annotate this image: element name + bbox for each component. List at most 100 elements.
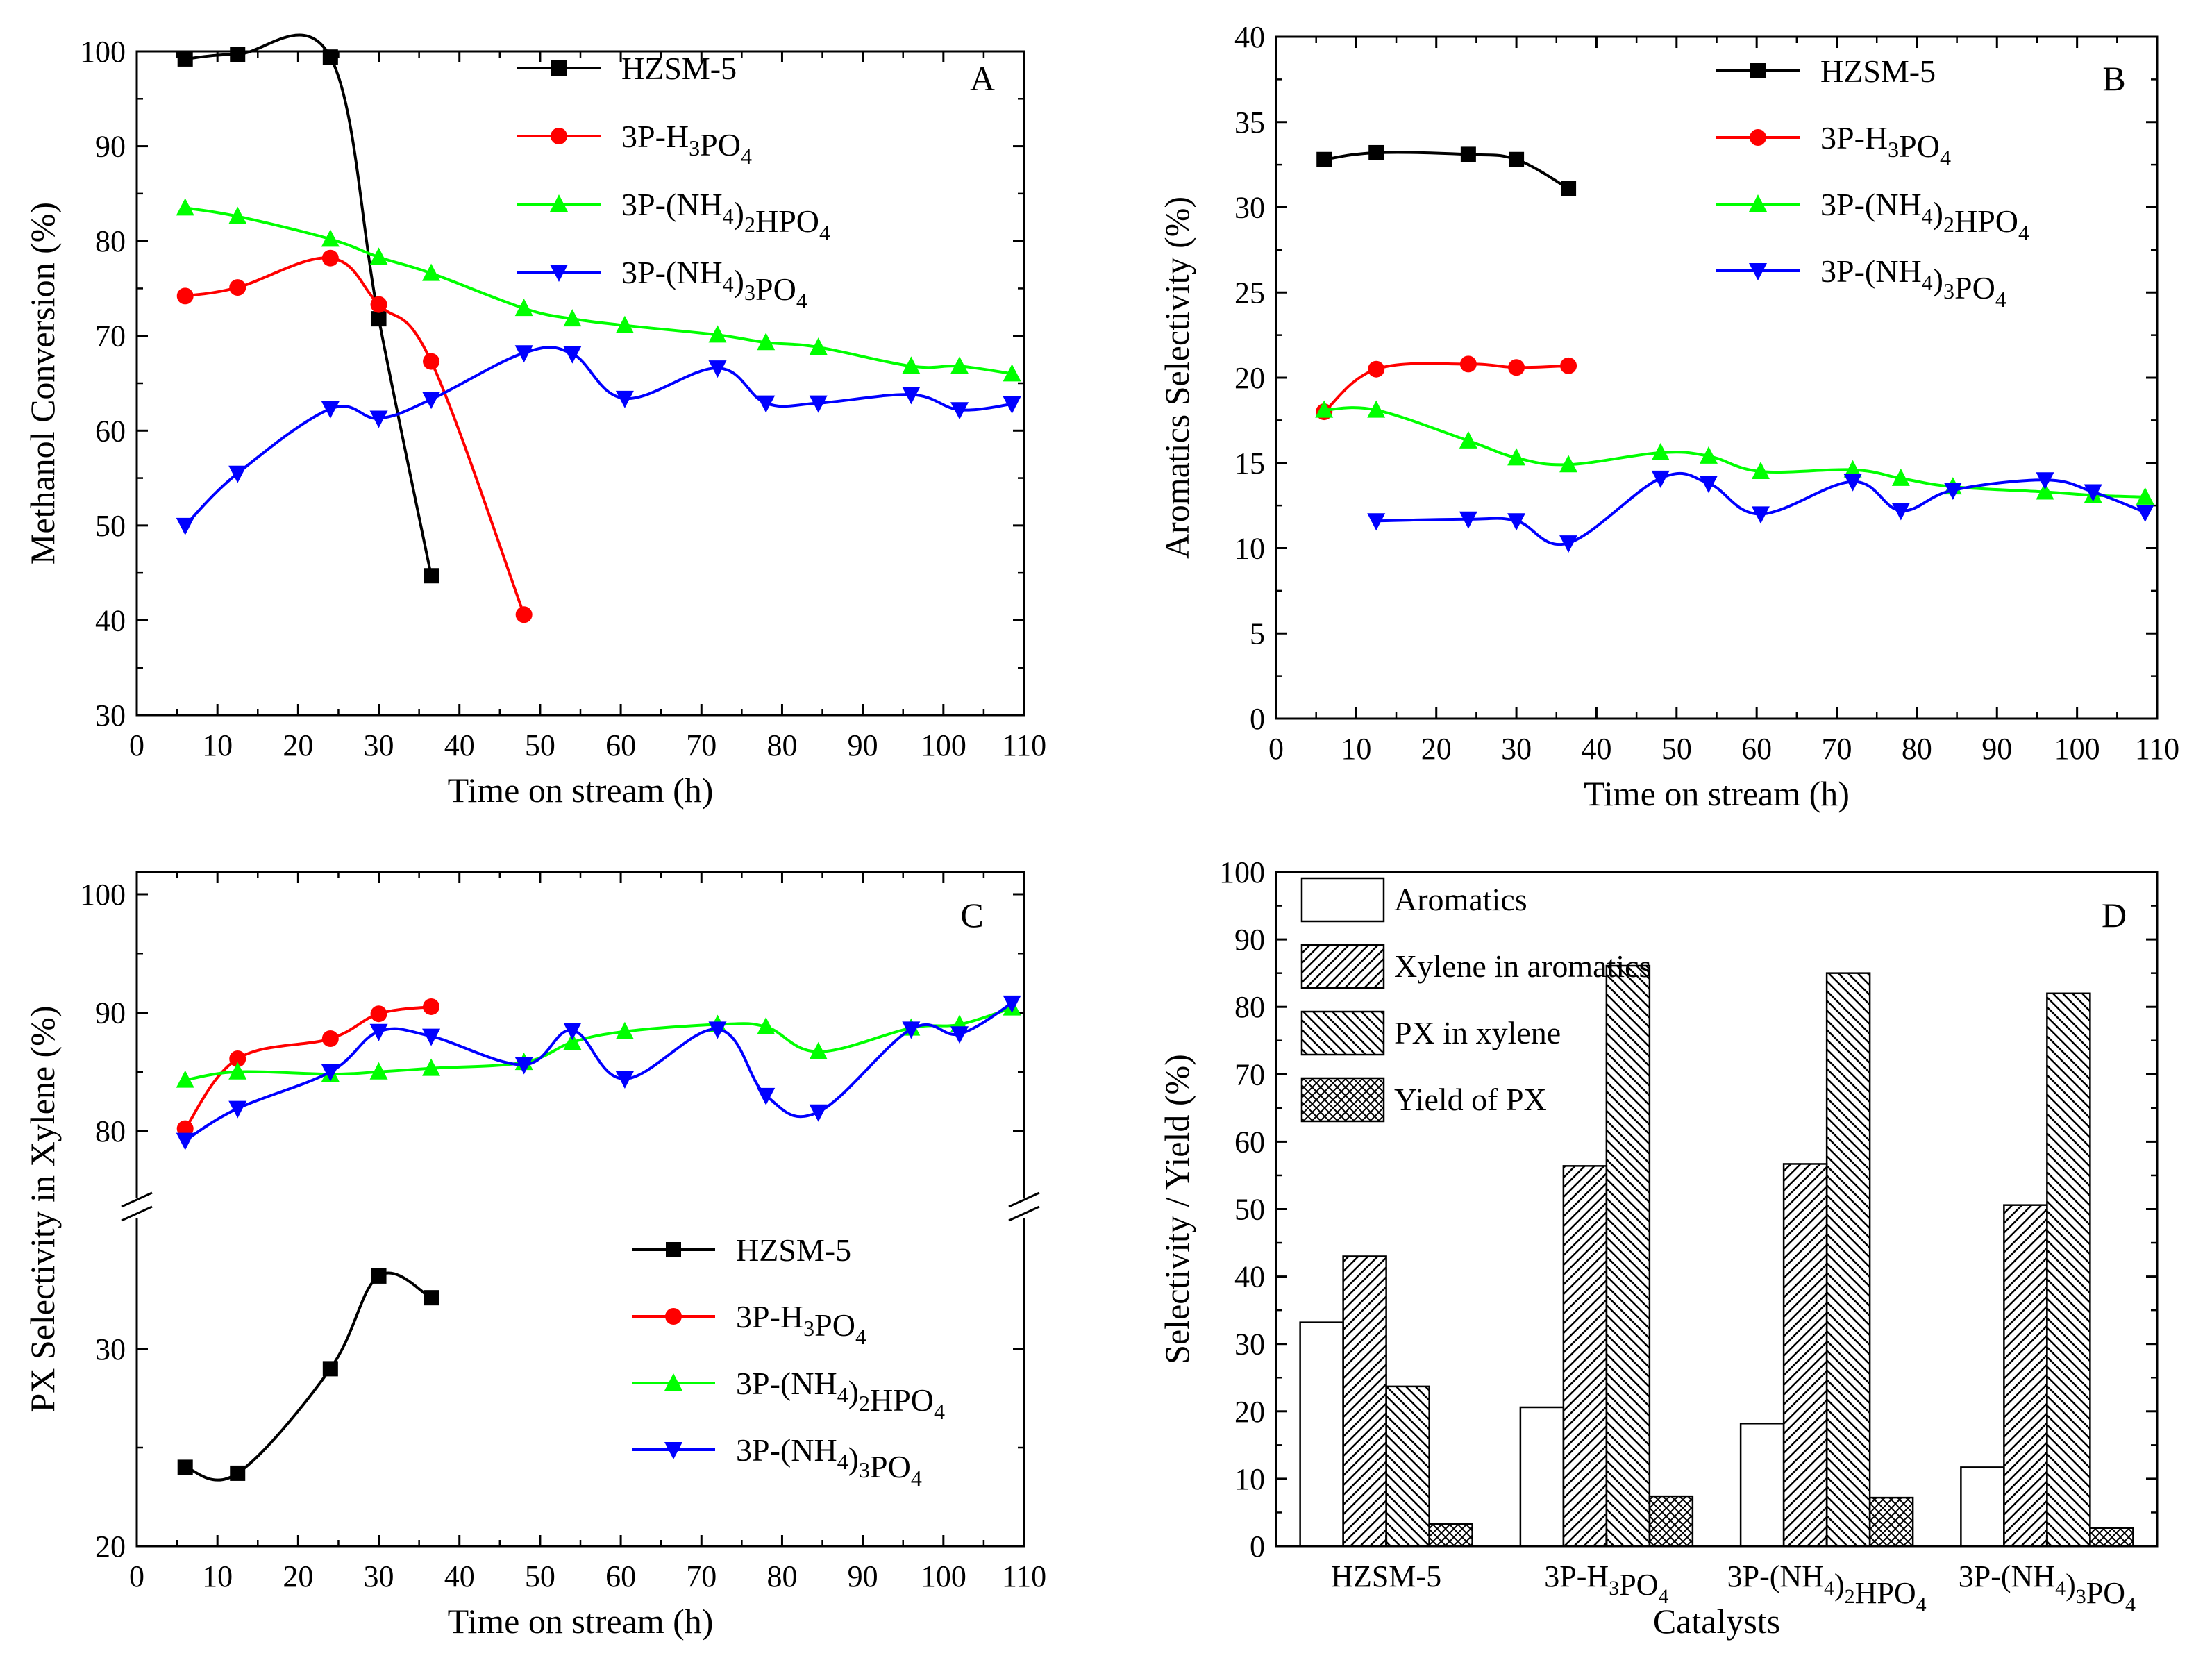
- marker-triangle-down: [664, 1442, 682, 1459]
- marker-triangle-up: [664, 1373, 682, 1391]
- marker-triangle-down: [1459, 511, 1477, 529]
- x-tick-label: 0: [129, 1559, 144, 1593]
- marker-circle: [176, 1120, 194, 1137]
- series-HZSM-5: [177, 33, 439, 584]
- marker-square: [177, 51, 193, 67]
- x-tick-label: 30: [364, 728, 394, 762]
- marker-circle: [1368, 360, 1385, 378]
- x-tick-label: 3P-H3PO4: [1544, 1559, 1668, 1608]
- y-tick-label: 60: [95, 414, 126, 448]
- series-line: [185, 206, 1012, 376]
- x-tick-label: 110: [1002, 728, 1046, 762]
- series-line: [185, 1271, 433, 1482]
- marker-circle: [1750, 129, 1766, 146]
- subscript: 4: [2125, 1593, 2136, 1616]
- y-tick-label: 30: [1234, 191, 1265, 225]
- marker-square: [371, 1268, 387, 1284]
- legend-text-part: ): [1933, 262, 1943, 297]
- axis-break-mark: [121, 1191, 153, 1208]
- x-tick-label: 40: [444, 728, 475, 762]
- x-axis-label: Time on stream (h): [448, 771, 714, 810]
- marker-triangle-up: [550, 194, 568, 212]
- legend-label: HZSM-5: [1820, 53, 1936, 89]
- y-tick-label: 100: [80, 35, 126, 69]
- marker-triangle-up: [514, 299, 533, 317]
- series-line: [1323, 151, 1570, 190]
- x-tick-label: 60: [1741, 732, 1772, 766]
- marker-triangle-up: [563, 1032, 582, 1050]
- marker-square: [322, 49, 338, 65]
- marker-triangle-down: [902, 387, 921, 405]
- y-tick-label: 40: [95, 603, 126, 637]
- x-tick-label: 90: [848, 728, 878, 762]
- marker-circle: [176, 287, 194, 305]
- series-3P-H3PO4: [1316, 355, 1577, 421]
- marker-triangle-down: [902, 1021, 921, 1039]
- legend-text-part: ): [848, 1374, 859, 1409]
- legend-label: HZSM-5: [621, 51, 737, 86]
- bar-PX in xylene: [2046, 992, 2091, 1548]
- y-tick-label: 15: [1234, 446, 1265, 480]
- subscript: 4: [1940, 145, 1951, 170]
- legend-text-part: 3P-H: [1820, 120, 1888, 156]
- bar-Aromatics: [1960, 1466, 2005, 1548]
- marker-triangle-down: [228, 465, 247, 483]
- subscript: 3: [1888, 137, 1899, 162]
- marker-circle: [665, 1308, 682, 1325]
- marker-triangle-up: [422, 1058, 441, 1076]
- legend-swatch: [1300, 1010, 1385, 1056]
- legend-text-part: HZSM-5: [1331, 1559, 1441, 1593]
- marker-circle: [229, 279, 246, 296]
- marker-triangle-down: [1943, 483, 1962, 501]
- marker-triangle-down: [1507, 513, 1526, 531]
- x-tick-label: 90: [848, 1559, 878, 1593]
- bar-Aromatics: [1739, 1423, 1785, 1548]
- bar-Aromatics: [1519, 1406, 1565, 1548]
- bar-Yield of PX: [1868, 1496, 1914, 1548]
- marker-circle: [370, 296, 387, 313]
- marker-circle: [1560, 357, 1577, 374]
- legend-label: 3P-(NH4)3PO4: [736, 1432, 922, 1491]
- marker-triangle-down: [228, 1100, 247, 1119]
- x-tick-label: 20: [283, 728, 313, 762]
- marker-square: [551, 60, 567, 76]
- marker-triangle-down: [950, 1026, 969, 1044]
- legend-text-part: PO: [1899, 128, 1940, 164]
- subscript: 4: [934, 1399, 945, 1424]
- x-tick-label: 100: [921, 1559, 966, 1593]
- subscript: 4: [1916, 1593, 1927, 1616]
- y-tick-label: 100: [80, 878, 126, 912]
- legend-text-part: PO: [700, 127, 741, 162]
- marker-circle: [551, 128, 567, 144]
- series-3P-(NH4)3PO4: [1367, 470, 2154, 553]
- legend-text-part: 3P-(NH: [1727, 1559, 1824, 1593]
- x-tick-label: 80: [1902, 732, 1932, 766]
- series-HZSM-5: [1316, 144, 1577, 196]
- legend-text-part: 3P-(NH: [1959, 1559, 2055, 1593]
- legend-text-part: HPO: [755, 203, 819, 239]
- marker-triangle-up: [809, 337, 828, 355]
- marker-triangle-up: [1003, 364, 1021, 382]
- marker-triangle-up: [1315, 400, 1334, 418]
- marker-triangle-down: [1751, 506, 1770, 524]
- y-tick-label: 0: [1250, 702, 1265, 736]
- legend-label: PX in xylene: [1394, 1015, 1561, 1050]
- legend-text-part: 3P-(NH: [1820, 253, 1922, 289]
- marker-triangle-up: [2136, 487, 2154, 505]
- marker-triangle-up: [321, 229, 340, 247]
- plot-frame: [1275, 35, 2159, 720]
- series-line: [1324, 406, 2145, 499]
- marker-triangle-down: [563, 1023, 582, 1041]
- subscript: 4: [2055, 1577, 2066, 1600]
- marker-circle: [1508, 359, 1525, 376]
- legend-text-part: HPO: [870, 1382, 934, 1418]
- marker-triangle-up: [615, 315, 634, 333]
- marker-circle: [321, 1030, 339, 1048]
- series-3P-(NH4)3PO4: [176, 345, 1021, 535]
- x-tick-label: 50: [1661, 732, 1692, 766]
- bar-Yield of PX: [2089, 1527, 2134, 1548]
- y-tick-label: 20: [1234, 361, 1265, 395]
- subscript: 4: [911, 1466, 922, 1491]
- x-tick-label: 100: [921, 728, 966, 762]
